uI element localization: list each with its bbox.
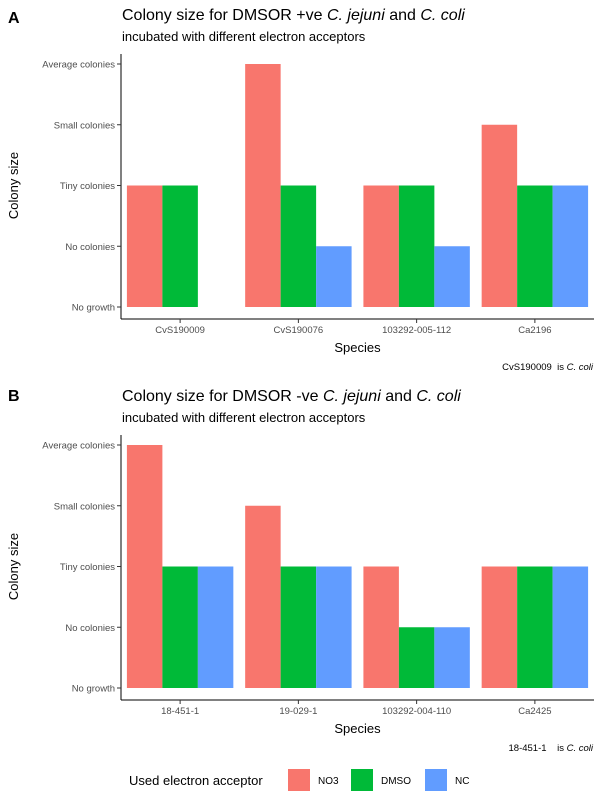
bar-no3-2 bbox=[363, 185, 399, 307]
x-tick-label: CvS190009 bbox=[155, 325, 205, 336]
y-tick-label: No colonies bbox=[65, 242, 115, 253]
caption-text: 18-451-1 is bbox=[509, 743, 567, 754]
bar-no3-0 bbox=[126, 185, 163, 307]
y-tick-label: Small colonies bbox=[54, 120, 115, 131]
title-species-2: C. coli bbox=[416, 388, 461, 405]
caption-text: CvS190009 is bbox=[502, 362, 566, 373]
bar-dmso-1 bbox=[280, 566, 317, 688]
bar-no3-1 bbox=[245, 505, 281, 688]
legend-swatch-no3 bbox=[288, 769, 310, 791]
x-tick-label: 103292-005-112 bbox=[382, 325, 451, 336]
x-tick-label: 19-029-1 bbox=[279, 706, 317, 717]
bar-dmso-3 bbox=[517, 185, 553, 307]
y-tick-label: No growth bbox=[72, 684, 115, 695]
chart-panel-a: A Colony size for DMSOR +ve C. jejuni and… bbox=[6, 7, 594, 373]
x-tick-label: Ca2196 bbox=[518, 325, 551, 336]
y-tick-label: Small colonies bbox=[54, 501, 115, 512]
title-species-1: C. jejuni bbox=[323, 388, 381, 405]
bar-no3-3 bbox=[481, 124, 518, 307]
x-tick-label: 103292-004-110 bbox=[382, 706, 451, 717]
bar-nc-1 bbox=[316, 566, 352, 688]
chart-caption: CvS190009 is C. coli bbox=[502, 362, 594, 373]
x-tick-label: CvS190076 bbox=[274, 325, 324, 336]
bar-no3-1 bbox=[245, 64, 281, 307]
x-tick-label: Ca2425 bbox=[518, 706, 551, 717]
title-text-mid: and bbox=[381, 388, 417, 405]
title-species-2: C. coli bbox=[420, 7, 465, 24]
panel-tag: B bbox=[8, 388, 20, 405]
y-tick-label: Average colonies bbox=[42, 60, 115, 71]
bar-dmso-3 bbox=[517, 566, 553, 688]
x-tick-label: 18-451-1 bbox=[161, 706, 199, 717]
chart-panel-b: B Colony size for DMSOR -ve C. jejuni and… bbox=[6, 388, 594, 754]
y-tick-label: Average colonies bbox=[42, 441, 115, 452]
x-axis-title: Species bbox=[334, 721, 381, 736]
bar-dmso-0 bbox=[162, 185, 198, 307]
bar-dmso-0 bbox=[162, 566, 198, 688]
title-species-1: C. jejuni bbox=[327, 7, 385, 24]
y-axis-title: Colony size bbox=[6, 152, 21, 219]
panel-tag: A bbox=[8, 10, 20, 27]
y-tick-label: Tiny colonies bbox=[60, 181, 115, 192]
bar-nc-3 bbox=[552, 566, 589, 688]
chart-subtitle: incubated with different electron accept… bbox=[122, 410, 366, 425]
chart-subtitle: incubated with different electron accept… bbox=[122, 29, 366, 44]
bar-nc-2 bbox=[434, 627, 470, 688]
bar-dmso-2 bbox=[398, 185, 435, 307]
y-tick-label: Tiny colonies bbox=[60, 562, 115, 573]
chart-title: Colony size for DMSOR +ve C. jejuni and … bbox=[122, 7, 465, 24]
bar-nc-3 bbox=[552, 185, 589, 307]
legend: Used electron acceptor NO3 DMSO NC bbox=[129, 769, 469, 791]
bar-dmso-2 bbox=[398, 627, 435, 688]
title-text: Colony size for DMSOR -ve bbox=[122, 388, 323, 405]
x-axis-title: Species bbox=[334, 340, 381, 355]
caption-species: C. coli bbox=[567, 362, 594, 373]
title-text: Colony size for DMSOR +ve bbox=[122, 7, 327, 24]
chart-title: Colony size for DMSOR -ve C. jejuni and … bbox=[122, 388, 461, 405]
bar-no3-2 bbox=[363, 566, 399, 688]
legend-swatch-nc bbox=[425, 769, 447, 791]
legend-label-dmso: DMSO bbox=[381, 776, 411, 787]
bar-nc-2 bbox=[434, 246, 470, 307]
bar-nc-0 bbox=[197, 566, 234, 688]
legend-label-nc: NC bbox=[455, 776, 469, 787]
caption-species: C. coli bbox=[567, 743, 594, 754]
bar-dmso-1 bbox=[280, 185, 317, 307]
bar-no3-3 bbox=[481, 566, 518, 688]
legend-swatch-dmso bbox=[351, 769, 373, 791]
chart-caption: 18-451-1 is C. coli bbox=[509, 743, 594, 754]
legend-title: Used electron acceptor bbox=[129, 773, 263, 788]
y-axis-title: Colony size bbox=[6, 533, 21, 600]
legend-label-no3: NO3 bbox=[318, 776, 339, 787]
y-tick-label: No colonies bbox=[65, 623, 115, 634]
y-tick-label: No growth bbox=[72, 303, 115, 314]
bar-nc-1 bbox=[316, 246, 352, 307]
title-text-mid: and bbox=[385, 7, 421, 24]
bar-no3-0 bbox=[126, 445, 163, 688]
